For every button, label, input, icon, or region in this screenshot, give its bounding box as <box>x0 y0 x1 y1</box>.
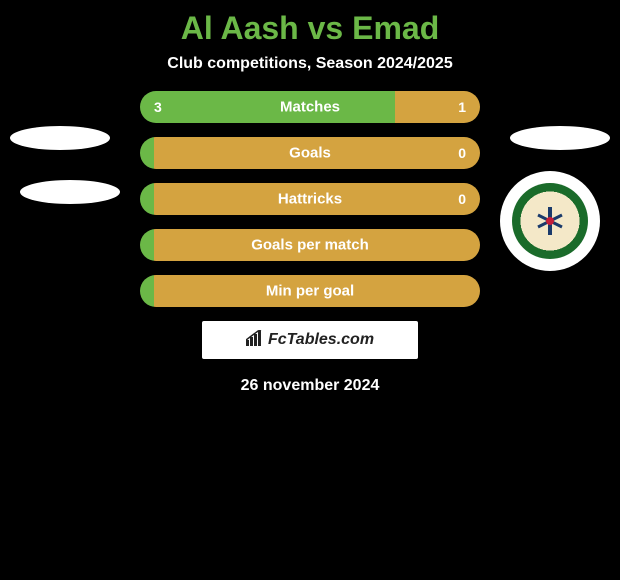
bar-goals-label: Goals <box>289 145 331 162</box>
player-left-placeholder-2 <box>20 180 120 204</box>
bar-matches-right <box>395 91 480 123</box>
bar-gpm-left <box>140 229 154 261</box>
bar-matches: 3 Matches 1 <box>140 91 480 123</box>
team-badge-emblem <box>530 201 570 241</box>
player-left-placeholder-1 <box>10 126 110 150</box>
watermark-text: FcTables.com <box>268 331 374 349</box>
bar-goals-value-right: 0 <box>458 145 466 161</box>
bar-gpm-label: Goals per match <box>251 237 369 254</box>
bar-matches-value-left: 3 <box>154 99 162 115</box>
team-badge-right <box>500 171 600 271</box>
bar-goals-per-match: Goals per match <box>140 229 480 261</box>
chart-icon <box>246 330 264 351</box>
bar-hattricks: Hattricks 0 <box>140 183 480 215</box>
bar-goals: Goals 0 <box>140 137 480 169</box>
bar-matches-value-right: 1 <box>458 99 466 115</box>
player-right-placeholder-1 <box>510 126 610 150</box>
bar-mpg-left <box>140 275 154 307</box>
team-badge-inner <box>512 183 588 259</box>
bar-goals-left <box>140 137 154 169</box>
stats-bars-container: 3 Matches 1 Goals 0 Hattricks 0 Goals pe… <box>140 91 480 307</box>
comparison-title: Al Aash vs Emad <box>0 0 620 55</box>
bar-mpg-label: Min per goal <box>266 283 354 300</box>
season-subtitle: Club competitions, Season 2024/2025 <box>0 55 620 91</box>
snapshot-date: 26 november 2024 <box>0 377 620 395</box>
bar-matches-label: Matches <box>280 99 340 116</box>
bar-min-per-goal: Min per goal <box>140 275 480 307</box>
bar-hattricks-value-right: 0 <box>458 191 466 207</box>
bar-hattricks-left <box>140 183 154 215</box>
bar-hattricks-label: Hattricks <box>278 191 342 208</box>
watermark-badge: FcTables.com <box>202 321 418 359</box>
bar-matches-left <box>140 91 395 123</box>
